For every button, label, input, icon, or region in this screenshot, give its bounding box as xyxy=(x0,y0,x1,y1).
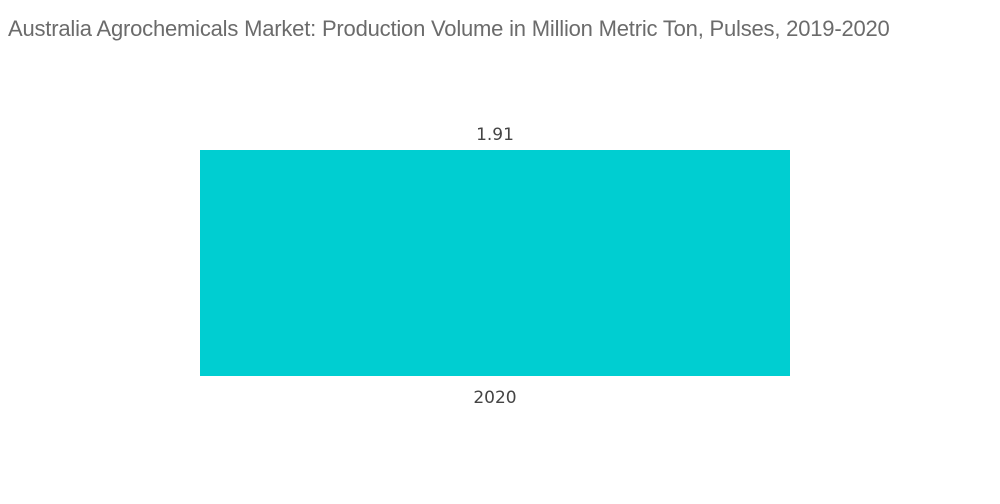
chart-title: Australia Agrochemicals Market: Producti… xyxy=(8,16,890,41)
data-label-2020: 1.91 xyxy=(476,125,514,145)
x-tick-label-2020: 2020 xyxy=(473,388,516,408)
bar-2020 xyxy=(200,150,790,376)
bars-group xyxy=(200,150,790,376)
labels-group: 1.91 2020 xyxy=(473,125,516,408)
